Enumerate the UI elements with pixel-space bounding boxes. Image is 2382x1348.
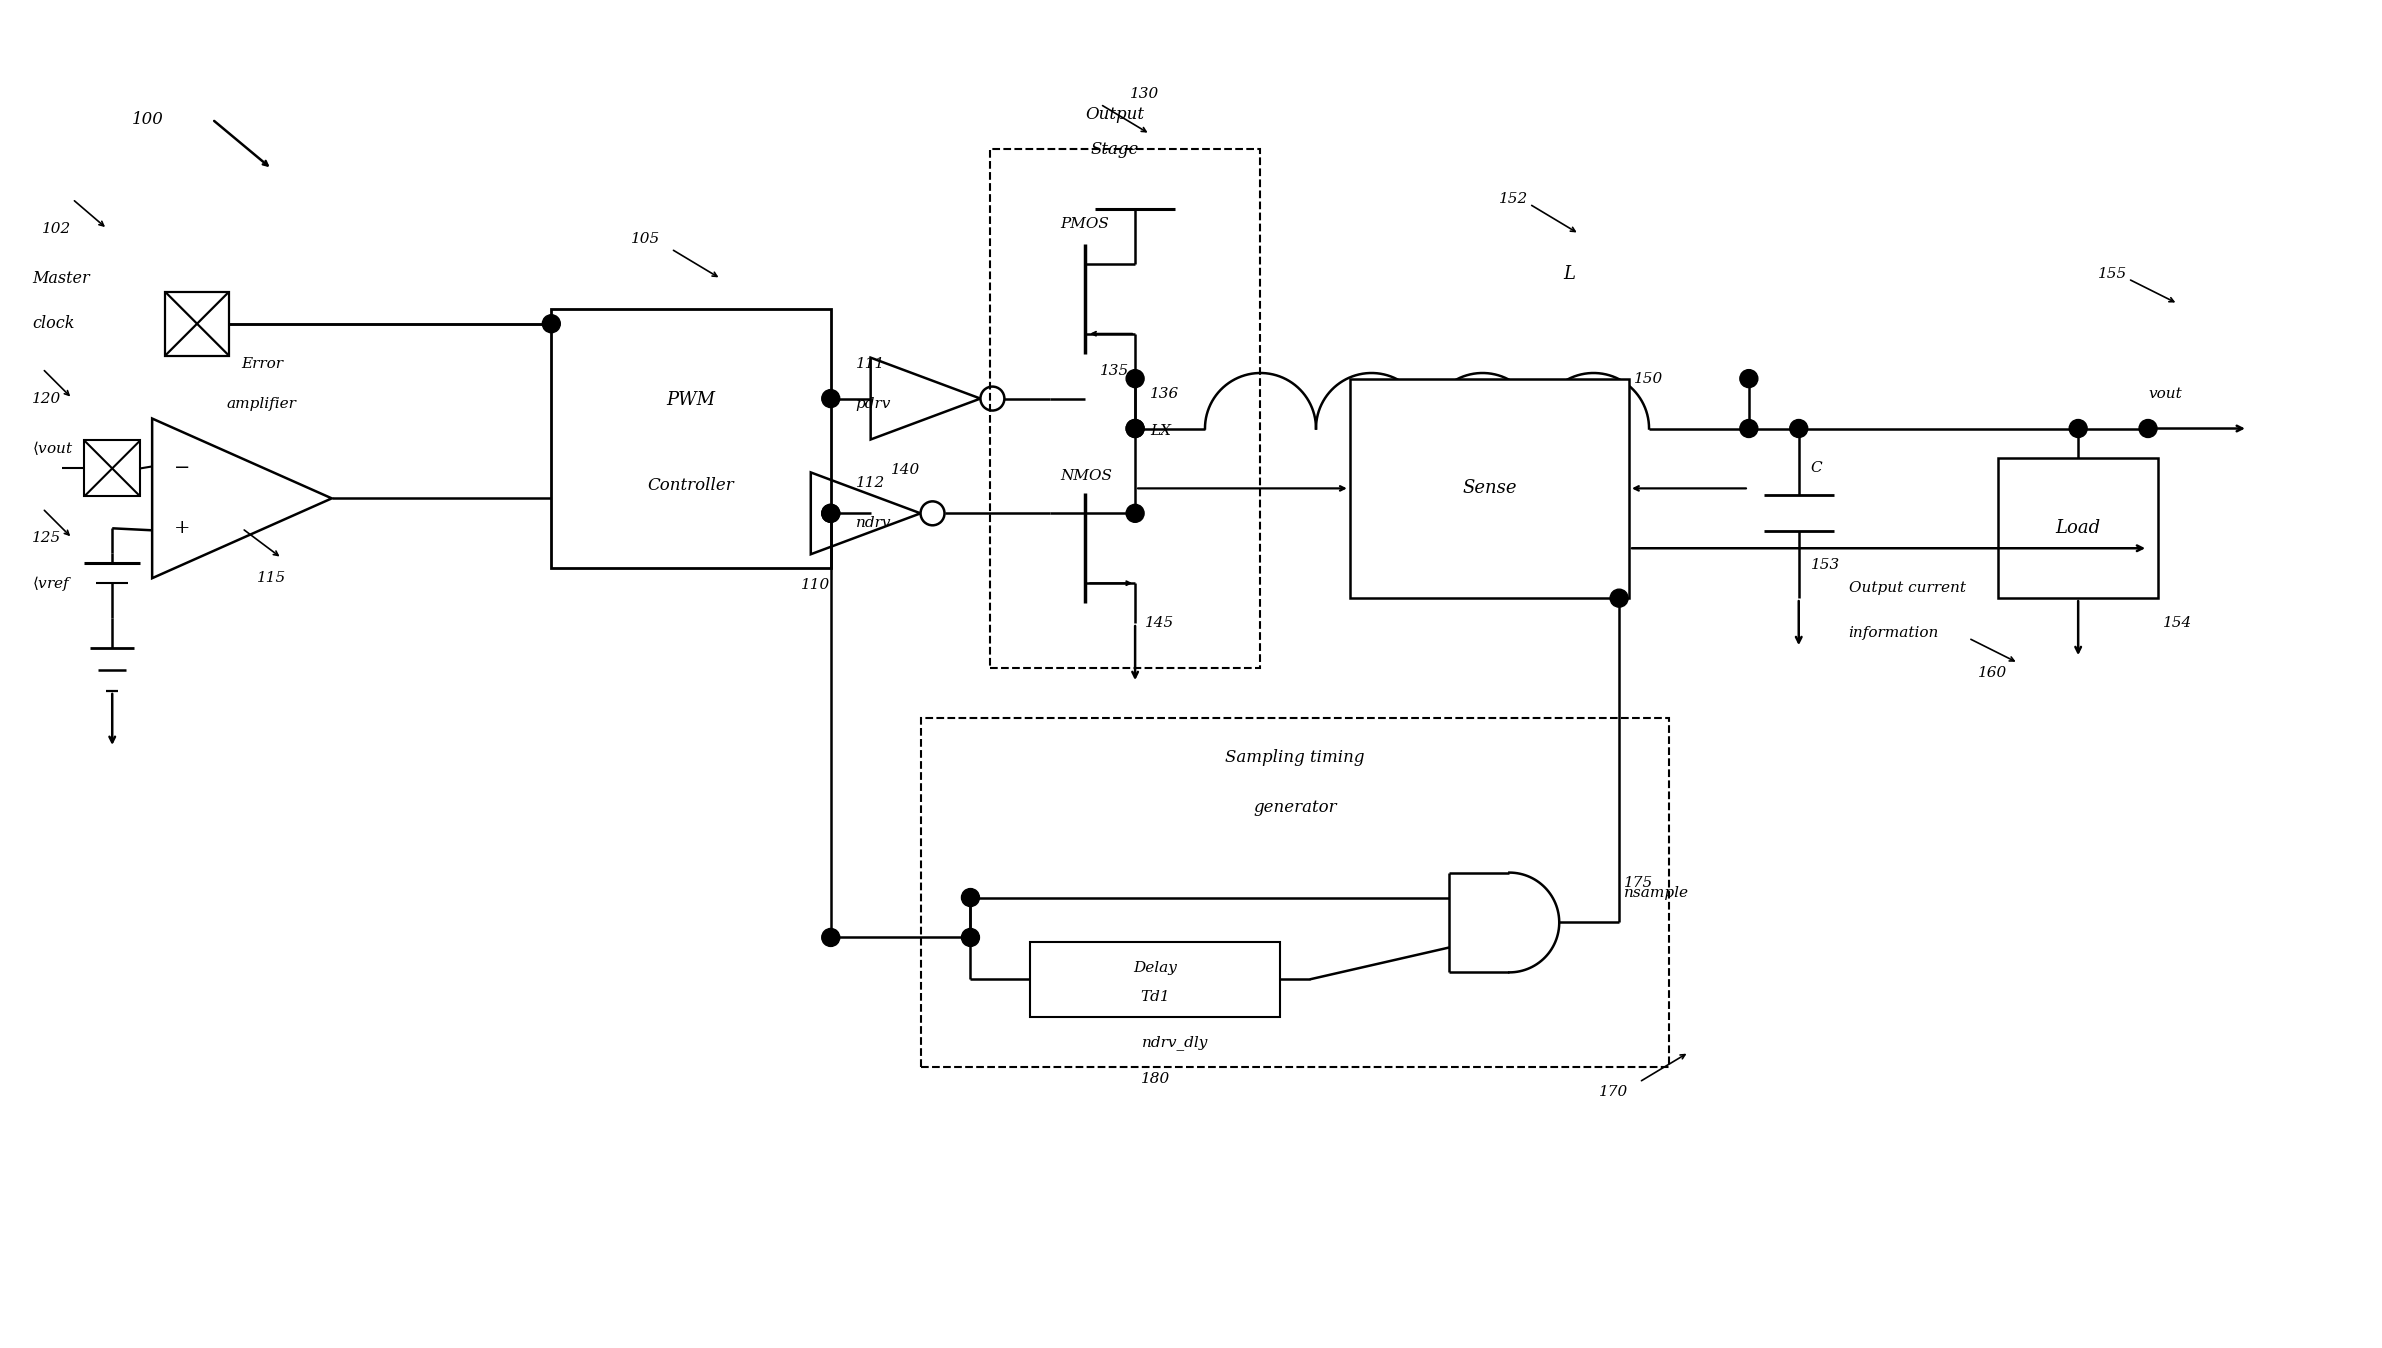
Text: 145: 145 <box>1146 616 1174 630</box>
Text: 112: 112 <box>855 476 886 491</box>
Text: 136: 136 <box>1151 387 1179 400</box>
Circle shape <box>1739 369 1758 388</box>
Text: 125: 125 <box>33 531 62 546</box>
Text: vout: vout <box>2149 387 2182 400</box>
Text: NMOS: NMOS <box>1060 469 1112 484</box>
Text: −: − <box>174 460 191 477</box>
Circle shape <box>822 929 841 946</box>
Bar <box>83 441 141 496</box>
Text: 111: 111 <box>855 357 886 371</box>
Text: LX: LX <box>1151 423 1172 438</box>
Text: 175: 175 <box>1625 876 1653 890</box>
Text: Master: Master <box>33 271 91 287</box>
Bar <box>1351 379 1629 599</box>
Text: Error: Error <box>241 357 283 371</box>
Circle shape <box>822 504 841 522</box>
Circle shape <box>1610 589 1629 607</box>
Text: clock: clock <box>33 315 74 332</box>
Text: 102: 102 <box>43 222 71 236</box>
Circle shape <box>1739 419 1758 438</box>
Circle shape <box>1127 504 1143 522</box>
Text: information: information <box>1848 625 1939 640</box>
Text: +: + <box>174 519 191 538</box>
Text: $\langle$vref: $\langle$vref <box>33 574 74 593</box>
Circle shape <box>962 888 979 906</box>
Circle shape <box>962 929 979 946</box>
Text: Output current: Output current <box>1848 581 1965 596</box>
Circle shape <box>1127 369 1143 388</box>
Text: 115: 115 <box>257 572 286 585</box>
Text: 154: 154 <box>2163 616 2191 630</box>
Text: 140: 140 <box>891 464 919 477</box>
Text: 120: 120 <box>33 391 62 406</box>
Text: 155: 155 <box>2099 267 2127 280</box>
Text: 152: 152 <box>1498 191 1529 206</box>
Circle shape <box>2070 419 2087 438</box>
Circle shape <box>822 390 841 407</box>
Text: 110: 110 <box>800 578 829 592</box>
Text: L: L <box>1563 264 1575 283</box>
Circle shape <box>543 314 560 333</box>
Text: 130: 130 <box>1129 88 1160 101</box>
Circle shape <box>1127 419 1143 438</box>
Bar <box>991 150 1260 669</box>
Text: 105: 105 <box>631 232 660 245</box>
Text: 150: 150 <box>1634 372 1663 386</box>
Text: Sense: Sense <box>1463 480 1517 497</box>
Bar <box>550 309 831 569</box>
Text: PWM: PWM <box>667 391 715 408</box>
Bar <box>1998 458 2158 599</box>
Text: Sampling timing: Sampling timing <box>1224 749 1365 766</box>
Text: C: C <box>1810 461 1822 476</box>
Text: 170: 170 <box>1598 1085 1629 1099</box>
Text: Td1: Td1 <box>1141 989 1170 1004</box>
Text: 153: 153 <box>1810 558 1839 572</box>
Bar <box>164 291 229 356</box>
Text: Stage: Stage <box>1091 140 1139 158</box>
Text: Controller: Controller <box>648 477 734 493</box>
Text: ndrv: ndrv <box>855 516 891 530</box>
Bar <box>919 718 1670 1068</box>
Text: pdrv: pdrv <box>855 396 891 411</box>
Circle shape <box>1789 419 1808 438</box>
Circle shape <box>2139 419 2158 438</box>
Text: amplifier: amplifier <box>226 396 298 411</box>
Text: Output: Output <box>1086 105 1146 123</box>
Text: PMOS: PMOS <box>1060 217 1110 231</box>
Text: ndrv_dly: ndrv_dly <box>1141 1035 1208 1050</box>
Circle shape <box>1127 419 1143 438</box>
Text: generator: generator <box>1253 799 1336 817</box>
Text: 100: 100 <box>131 111 164 128</box>
Text: nsample: nsample <box>1625 886 1689 899</box>
Circle shape <box>822 504 841 522</box>
Text: $\langle$vout: $\langle$vout <box>33 439 74 457</box>
Text: Delay: Delay <box>1134 961 1177 975</box>
Bar <box>1031 942 1279 1018</box>
Text: 160: 160 <box>1979 666 2008 679</box>
Text: Load: Load <box>2056 519 2101 538</box>
Text: 180: 180 <box>1141 1072 1170 1086</box>
Text: 135: 135 <box>1100 364 1129 377</box>
